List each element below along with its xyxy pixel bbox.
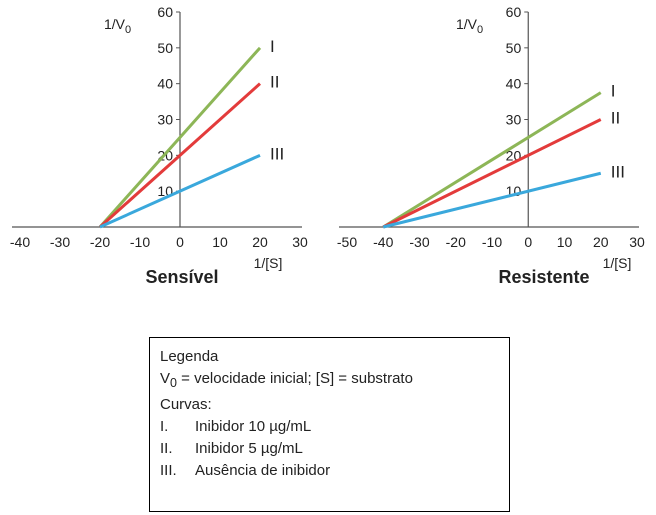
legend-item-3: III. Ausência de inibidor (160, 460, 499, 482)
legend-v-symbol: V (160, 370, 171, 387)
sensivel-y-tick-4: 50 (157, 40, 173, 56)
resistente-x-tick-7: 20 (593, 234, 609, 250)
sensivel-x-tick-3: -10 (130, 234, 150, 250)
sensivel-x-tick-0: -40 (10, 234, 30, 250)
resistente-x-tick-5: 0 (524, 234, 532, 250)
resistente-series-2-line (382, 118, 602, 229)
legend-item-3-text: Ausência de inibidor (195, 462, 331, 479)
sensivel-x-axis-label: 1/[S] (254, 255, 283, 271)
sensivel-series-2-line (98, 82, 262, 229)
resistente-x-tick-6: 10 (557, 234, 573, 250)
sensivel-y-tick-5: 60 (157, 4, 173, 20)
legend-curves-label: Curvas: (160, 396, 212, 413)
charts-area: -40 -30 -20 -10 0 10 20 30102030405060IIIIII1/V… (10, 4, 645, 287)
legend-item-2: II. Inibidor 5 µg/mL (160, 438, 499, 460)
resistente-x-tick-1: -40 (373, 234, 393, 250)
resistente-chart-title: Resistente (498, 267, 589, 287)
resistente-x-tick-4: -10 (482, 234, 502, 250)
resistente-series-2-label: II (611, 109, 620, 128)
resistente-y-tick-4: 50 (506, 40, 522, 56)
resistente-series-3-line (382, 171, 602, 229)
legend-definition-text: = velocidade inicial; [S] = substrato (176, 370, 413, 387)
sensivel-chart-title: Sensível (145, 267, 218, 287)
resistente-series-1-label: I (611, 82, 616, 101)
resistente-y-tick-5: 60 (506, 4, 522, 20)
sensivel-series-3-label: III (270, 144, 284, 163)
sensivel-series-3-line (99, 153, 261, 229)
sensivel-series-2-label: II (270, 73, 279, 92)
sensivel-x-tick-5: 10 (212, 234, 228, 250)
resistente-y-tick-2: 30 (506, 112, 522, 128)
legend-item-2-num: II. (160, 440, 173, 457)
sensivel-y-axis-label: 1/V0 (104, 16, 131, 36)
resistente-x-tick-8: 30 (629, 234, 645, 250)
sensivel-x-tick-7: 30 (292, 234, 308, 250)
sensivel-series-1-line (98, 46, 262, 228)
legend-item-1-text: Inibidor 10 µg/mL (195, 418, 312, 435)
legend-v-subscript: 0 (170, 376, 177, 390)
resistente-x-tick-0: -50 (337, 234, 357, 250)
sensivel-x-tick-6: 20 (252, 234, 268, 250)
resistente-x-axis-label: 1/[S] (603, 255, 632, 271)
resistente-x-tick-2: -30 (409, 234, 429, 250)
legend-item-1: I. Inibidor 10 µg/mL (160, 416, 499, 438)
sensivel-series-1-label: I (270, 37, 275, 56)
legend-definition: V0 = velocidade inicial; [S] = substrato (160, 368, 499, 394)
resistente-x-tick-3: -20 (446, 234, 466, 250)
resistente-series-1-line (382, 91, 602, 229)
legend-item-2-text: Inibidor 5 µg/mL (195, 440, 303, 457)
resistente-y-axis-label: 1/V0 (456, 16, 483, 36)
legend-item-1-num: I. (160, 418, 169, 435)
sensivel-x-tick-4: 0 (176, 234, 184, 250)
resistente-series-3-label: III (611, 162, 625, 181)
sensivel-x-tick-2: -20 (90, 234, 110, 250)
sensivel-y-tick-2: 30 (157, 112, 173, 128)
sensivel-y-tick-3: 40 (157, 76, 173, 92)
resistente-y-tick-3: 40 (506, 76, 522, 92)
legend-box: Legenda V0 = velocidade inicial; [S] = s… (149, 337, 510, 512)
sensivel-x-tick-1: -30 (50, 234, 70, 250)
legend-title: Legenda (160, 348, 219, 365)
legend-item-3-num: III. (160, 462, 177, 479)
